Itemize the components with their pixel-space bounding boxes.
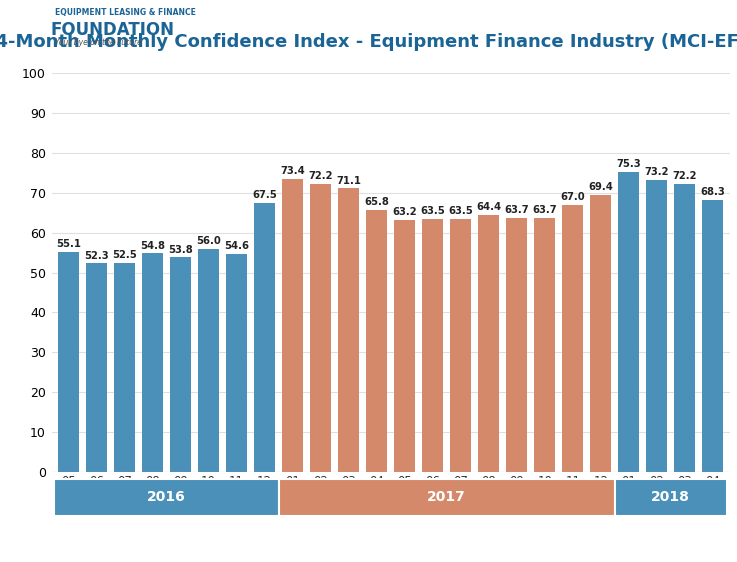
Bar [58,252,79,472]
Text: 63.5: 63.5 [448,206,473,216]
Text: 63.7: 63.7 [532,205,557,215]
Text: 54.8: 54.8 [140,241,165,251]
Text: 72.2: 72.2 [673,171,697,181]
Bar [422,219,443,472]
Bar [450,219,471,472]
Text: 73.4: 73.4 [280,166,305,176]
Bar [282,179,303,472]
Text: 63.5: 63.5 [420,206,445,216]
Bar [646,180,667,472]
Text: 67.5: 67.5 [252,190,277,200]
Text: 2018: 2018 [652,491,691,504]
Text: 2017: 2017 [427,491,466,504]
Bar [618,171,639,472]
Bar [226,254,247,472]
Text: 64.4: 64.4 [476,202,501,212]
Bar [338,188,359,472]
Bar [198,248,219,472]
Text: 72.2: 72.2 [308,171,333,181]
Bar [254,203,275,472]
Bar [366,210,387,472]
Bar [114,262,135,472]
Text: 69.4: 69.4 [588,182,613,192]
Text: 53.8: 53.8 [168,244,193,255]
Text: 65.8: 65.8 [364,197,389,207]
Bar [142,253,163,472]
Text: 55.1: 55.1 [56,239,81,250]
Text: 63.7: 63.7 [504,205,529,215]
Text: 68.3: 68.3 [700,187,725,197]
Text: 73.2: 73.2 [645,167,669,177]
Text: 2016: 2016 [147,491,186,504]
Bar [86,264,107,472]
Bar [394,220,415,472]
Text: 63.2: 63.2 [392,207,417,217]
Bar [534,218,555,472]
Text: 52.5: 52.5 [112,250,137,260]
Bar [590,195,611,472]
Text: 24-Month Monthly Confidence Index - Equipment Finance Industry (MCI-EFI): 24-Month Monthly Confidence Index - Equi… [0,33,737,51]
Text: 75.3: 75.3 [616,159,641,169]
Text: 71.1: 71.1 [336,175,361,185]
Text: EQUIPMENT LEASING & FINANCE: EQUIPMENT LEASING & FINANCE [55,8,196,17]
Text: Your Eye on the Future: Your Eye on the Future [55,38,142,47]
Bar [170,257,191,472]
Text: 67.0: 67.0 [560,192,585,202]
Bar [506,218,527,472]
Text: 56.0: 56.0 [196,236,221,246]
Text: FOUNDATION: FOUNDATION [50,21,174,39]
Text: 52.3: 52.3 [84,251,109,261]
Bar [478,215,499,472]
Text: 54.6: 54.6 [224,242,249,251]
Bar [674,184,695,472]
Bar [702,200,723,472]
Bar [562,205,583,472]
Bar [310,184,331,472]
